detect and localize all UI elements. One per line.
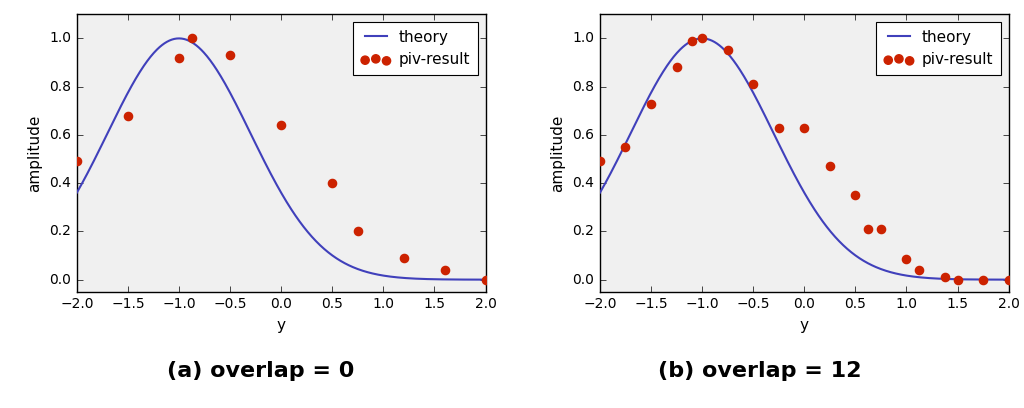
piv-result <box>1000 276 1017 283</box>
theory <box>816 218 828 223</box>
piv-result <box>684 38 700 44</box>
Legend: theory, piv-result: theory, piv-result <box>876 22 1001 75</box>
piv-result <box>872 226 889 232</box>
piv-result <box>937 274 953 281</box>
theory <box>314 244 327 248</box>
piv-result <box>643 100 659 107</box>
theory <box>696 36 709 41</box>
piv-result <box>349 228 366 235</box>
piv-result <box>821 163 838 170</box>
piv-result <box>860 226 877 232</box>
Text: (a) overlap = 0: (a) overlap = 0 <box>168 361 354 381</box>
X-axis label: y: y <box>800 318 809 333</box>
theory <box>792 178 804 183</box>
piv-result <box>796 124 812 131</box>
piv-result <box>911 267 928 273</box>
Y-axis label: amplitude: amplitude <box>28 114 42 192</box>
theory <box>470 277 482 282</box>
piv-result <box>477 276 494 283</box>
piv-result <box>770 124 786 131</box>
piv-result <box>745 81 762 87</box>
Y-axis label: amplitude: amplitude <box>551 114 565 192</box>
Legend: theory, piv-result: theory, piv-result <box>353 22 478 75</box>
Text: (b) overlap = 12: (b) overlap = 12 <box>658 361 861 381</box>
piv-result <box>436 267 453 273</box>
Line: theory: theory <box>600 38 1009 279</box>
piv-result <box>847 192 863 198</box>
theory <box>71 190 83 195</box>
theory <box>407 276 419 281</box>
piv-result <box>324 180 340 186</box>
piv-result <box>592 158 608 165</box>
X-axis label: y: y <box>276 318 286 333</box>
piv-result <box>720 47 736 54</box>
piv-result <box>69 158 85 165</box>
piv-result <box>898 256 914 262</box>
piv-result <box>949 276 966 283</box>
piv-result <box>669 64 685 71</box>
Line: theory: theory <box>77 38 485 279</box>
piv-result <box>171 54 187 61</box>
theory <box>479 277 492 282</box>
piv-result <box>222 52 239 59</box>
piv-result <box>617 144 634 150</box>
theory <box>594 190 606 195</box>
theory <box>838 244 850 248</box>
theory <box>268 178 281 183</box>
theory <box>930 276 942 281</box>
piv-result <box>120 112 136 119</box>
theory <box>1002 277 1015 282</box>
piv-result <box>395 255 412 261</box>
theory <box>293 218 305 223</box>
theory <box>788 173 801 178</box>
piv-result <box>975 276 991 283</box>
piv-result <box>694 35 711 42</box>
theory <box>265 173 278 178</box>
piv-result <box>183 35 200 42</box>
theory <box>173 36 185 41</box>
piv-result <box>273 122 290 129</box>
theory <box>993 277 1006 282</box>
